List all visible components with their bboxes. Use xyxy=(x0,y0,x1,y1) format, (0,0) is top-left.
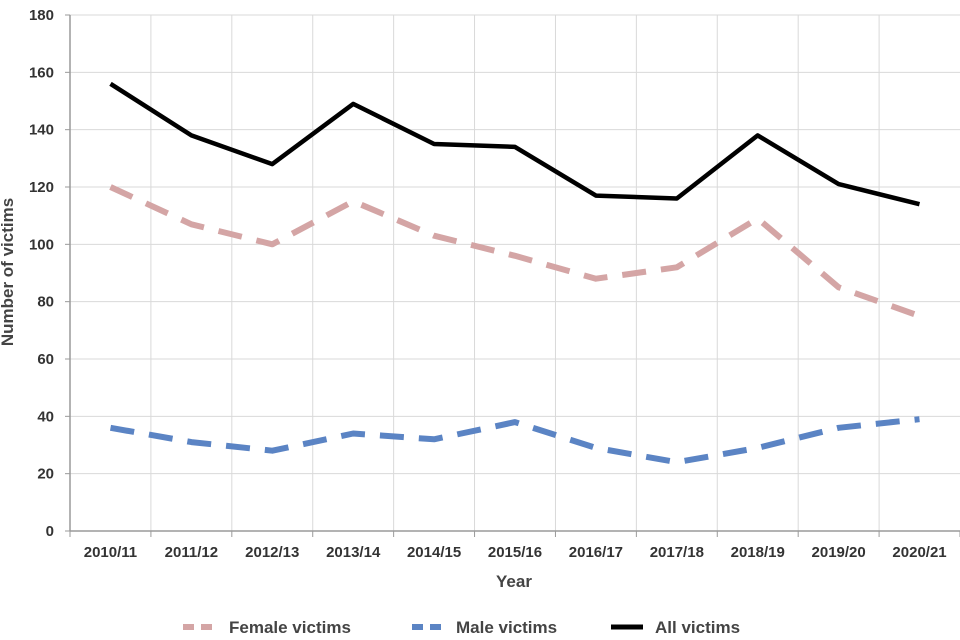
point-male-victims-2011-12 xyxy=(189,440,193,444)
y-tick-label-40: 40 xyxy=(37,408,54,425)
point-female-victims-2013-14 xyxy=(351,199,355,203)
point-male-victims-2019-20 xyxy=(837,426,841,430)
x-tick-label-2010-11: 2010/11 xyxy=(84,544,137,561)
point-all-victims-2010-11 xyxy=(108,82,112,86)
y-tick-label-100: 100 xyxy=(29,236,54,253)
point-female-victims-2011-12 xyxy=(189,222,193,226)
series-line-female-victims xyxy=(109,184,921,319)
point-female-victims-2015-16 xyxy=(513,254,517,258)
legend: Female victims Male victims All victims xyxy=(183,618,740,637)
point-female-victims-2010-11 xyxy=(108,185,112,189)
point-all-victims-2016-17 xyxy=(594,194,598,198)
y-tick-label-180: 180 xyxy=(29,7,54,24)
y-tick-label-80: 80 xyxy=(37,294,54,311)
point-all-victims-2014-15 xyxy=(432,142,436,146)
x-axis-title: Year xyxy=(496,572,532,591)
y-tick-label-60: 60 xyxy=(37,351,54,368)
point-male-victims-2013-14 xyxy=(351,432,355,436)
point-all-victims-2017-18 xyxy=(675,196,679,200)
point-all-victims-2013-14 xyxy=(351,102,355,106)
point-female-victims-2017-18 xyxy=(675,265,679,269)
point-female-victims-2020-21 xyxy=(918,314,922,318)
y-tick-label-160: 160 xyxy=(29,64,54,81)
point-all-victims-2019-20 xyxy=(837,182,841,186)
point-male-victims-2010-11 xyxy=(108,426,112,430)
point-female-victims-2019-20 xyxy=(837,285,841,289)
y-tick-label-140: 140 xyxy=(29,122,54,139)
x-tick-label-2020-21: 2020/21 xyxy=(892,544,946,561)
point-all-victims-2015-16 xyxy=(513,145,517,149)
point-male-victims-2012-13 xyxy=(270,449,274,453)
y-tick-label-20: 20 xyxy=(37,466,54,483)
series-lines xyxy=(108,81,922,466)
series-line-male-victims xyxy=(109,416,920,466)
point-female-victims-2012-13 xyxy=(270,242,274,246)
point-male-victims-2016-17 xyxy=(594,446,598,450)
legend-label-female-victims: Female victims xyxy=(229,618,351,637)
axes xyxy=(65,14,960,537)
point-male-victims-2014-15 xyxy=(432,437,436,441)
series-line-all-victims xyxy=(109,81,921,207)
point-all-victims-2020-21 xyxy=(918,202,922,206)
x-tick-labels: 2010/11 2011/12 2012/13 2013/14 2014/15 2015/… xyxy=(84,544,947,561)
x-tick-label-2015-16: 2015/16 xyxy=(488,544,542,561)
y-tick-label-0: 0 xyxy=(46,523,54,540)
y-axis-title: Number of victims xyxy=(0,198,17,346)
legend-label-all-victims: All victims xyxy=(655,618,740,637)
grid xyxy=(70,14,960,531)
point-all-victims-2012-13 xyxy=(270,162,274,166)
point-all-victims-2011-12 xyxy=(189,133,193,137)
x-tick-label-2017-18: 2017/18 xyxy=(650,544,704,561)
x-tick-label-2016-17: 2016/17 xyxy=(569,544,623,561)
x-tick-label-2019-20: 2019/20 xyxy=(812,544,866,561)
x-tick-label-2018-19: 2018/19 xyxy=(731,544,785,561)
point-male-victims-2020-21 xyxy=(918,417,922,421)
x-tick-label-2011-12: 2011/12 xyxy=(165,544,218,561)
x-tick-label-2013-14: 2013/14 xyxy=(326,544,381,561)
point-male-victims-2018-19 xyxy=(756,446,760,450)
point-female-victims-2014-15 xyxy=(432,234,436,238)
point-female-victims-2016-17 xyxy=(594,277,598,281)
x-tick-label-2014-15: 2014/15 xyxy=(407,544,461,561)
x-tick-label-2012-13: 2012/13 xyxy=(245,544,299,561)
point-all-victims-2018-19 xyxy=(756,133,760,137)
point-female-victims-2018-19 xyxy=(756,217,760,221)
legend-label-male-victims: Male victims xyxy=(456,618,557,637)
y-tick-labels: 0 20 40 60 80 100 120 140 160 180 xyxy=(29,7,54,540)
y-tick-label-120: 120 xyxy=(29,179,54,196)
point-male-victims-2017-18 xyxy=(675,460,679,464)
point-male-victims-2015-16 xyxy=(513,420,517,424)
